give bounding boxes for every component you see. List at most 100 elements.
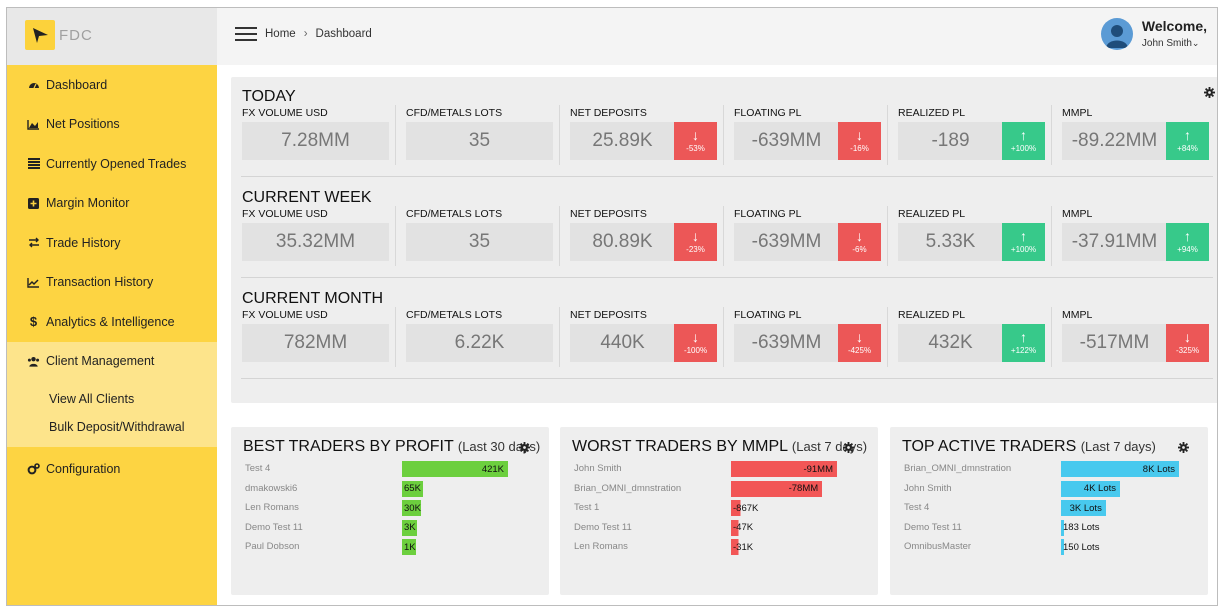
sidebar-item-label: Client Management: [46, 354, 155, 369]
trader-row[interactable]: Demo Test 11 183 Lots: [890, 519, 1208, 539]
stat-value: 35: [406, 223, 553, 261]
column-divider: [887, 206, 888, 266]
sidebar-item-trade-history[interactable]: Trade History: [7, 223, 217, 263]
user-menu[interactable]: Welcome, John Smith⌄: [1142, 18, 1207, 49]
arrow-down-icon: ↓: [692, 329, 699, 345]
trader-bar: 150 Lots: [1061, 539, 1101, 555]
hamburger-menu-icon[interactable]: [235, 27, 257, 43]
avatar[interactable]: [1101, 18, 1133, 50]
trader-row[interactable]: John Smith 4K Lots: [890, 480, 1208, 500]
section-title: CURRENT MONTH: [242, 290, 384, 307]
change-percent: -16%: [850, 144, 869, 153]
sidebar-item-configuration[interactable]: Configuration: [7, 449, 217, 489]
sidebar-item-label: Transaction History: [46, 275, 154, 290]
trader-row[interactable]: Len Romans 30K: [231, 499, 549, 519]
trader-value: -78MM: [788, 483, 819, 494]
stat-label: REALIZED PL: [898, 208, 966, 220]
column-divider: [395, 206, 396, 266]
dollar-icon: $: [29, 314, 38, 330]
breadcrumb-home[interactable]: Home: [265, 28, 296, 40]
stat-value: 35.32MM: [242, 223, 389, 261]
column-divider: [1051, 105, 1052, 165]
change-percent: -23%: [686, 245, 705, 254]
card-settings-gear-icon[interactable]: [519, 440, 530, 458]
trader-value: -91MM: [803, 463, 833, 475]
change-percent: +100%: [1010, 245, 1037, 254]
trader-value: 3K: [404, 522, 416, 533]
trader-name: Demo Test 11: [904, 521, 962, 533]
logo-area[interactable]: FDC: [7, 8, 217, 65]
stat-label: MMPL: [1062, 107, 1093, 119]
stat-fx-volume: FX VOLUME USD 782MM: [231, 279, 395, 379]
trader-row[interactable]: Test 1 -867K: [560, 499, 878, 519]
trader-name: dmakowski6: [245, 482, 298, 494]
trader-row[interactable]: Paul Dobson 1K: [231, 538, 549, 558]
change-badge: ↓ -6%: [838, 223, 881, 261]
trader-bar: -47K: [731, 519, 771, 536]
trader-bar: 4K Lots: [1061, 480, 1120, 497]
stat-mmpl: MMPL -37.91MM ↑ +94%: [1051, 178, 1215, 278]
trader-row[interactable]: John Smith -91MM: [560, 460, 878, 480]
change-percent: -325%: [1175, 346, 1200, 355]
sidebar-item-dashboard[interactable]: Dashboard: [7, 65, 217, 105]
stat-label: CFD/METALS LOTS: [406, 107, 503, 119]
trader-row[interactable]: Brian_OMNI_dmnstration -78MM: [560, 480, 878, 500]
trader-row[interactable]: OmnibusMaster 150 Lots: [890, 538, 1208, 558]
stat-label: NET DEPOSITS: [570, 309, 647, 321]
sidebar-item-label: Net Positions: [46, 117, 120, 132]
line-chart-icon: [27, 276, 40, 289]
traders-card: TOP ACTIVE TRADERS (Last 7 days) Brian_OM…: [890, 427, 1208, 595]
column-divider: [559, 206, 560, 266]
stat-label: FLOATING PL: [734, 208, 802, 220]
card-title: TOP ACTIVE TRADERS (Last 7 days): [902, 438, 1156, 456]
stats-section: CURRENT MONTH FX VOLUME USD 782MM CFD/METAL…: [231, 279, 1217, 379]
trader-name: Demo Test 11: [245, 521, 303, 533]
trader-name: Brian_OMNI_dmnstration: [904, 463, 1012, 474]
stat-value: 6.22K: [406, 324, 553, 362]
trader-bar: 3K: [402, 519, 442, 536]
card-settings-gear-icon[interactable]: [1178, 440, 1189, 458]
trader-row[interactable]: Brian_OMNI_dmnstration 8K Lots: [890, 460, 1208, 480]
column-divider: [559, 105, 560, 165]
trader-bar: 183 Lots: [1061, 519, 1101, 536]
sidebar-item-client-management[interactable]: Client Management: [7, 341, 217, 381]
stat-net-deposits: NET DEPOSITS 80.89K ↓ -23%: [559, 178, 723, 278]
arrow-down-icon: ↓: [1184, 329, 1191, 345]
arrow-up-icon: ↑: [1020, 127, 1027, 143]
sidebar-subitem-bulk-deposit[interactable]: Bulk Deposit/Withdrawal: [49, 420, 185, 434]
sidebar-item-margin-monitor[interactable]: Margin Monitor: [7, 184, 217, 224]
stat-value: 35: [406, 122, 553, 160]
change-badge: ↑ +122%: [1002, 324, 1045, 362]
sidebar-item-analytics[interactable]: $ Analytics & Intelligence: [7, 302, 217, 342]
sidebar-item-net-positions[interactable]: Net Positions: [7, 105, 217, 145]
settings-gear-icon[interactable]: [1204, 85, 1215, 103]
trader-name: Test 4: [904, 502, 930, 513]
trader-name: Test 4: [245, 463, 271, 474]
trader-value: 4K Lots: [1083, 483, 1116, 494]
card-settings-gear-icon[interactable]: [843, 440, 854, 458]
stat-mmpl: MMPL -517MM ↓ -325%: [1051, 279, 1215, 379]
trader-row[interactable]: Demo Test 11 3K: [231, 519, 549, 539]
trader-name: Test 1: [574, 502, 600, 513]
sidebar-item-label: Configuration: [46, 461, 121, 476]
trader-value: 183 Lots: [1063, 522, 1100, 533]
stat-value: -189: [898, 122, 1003, 160]
trader-row[interactable]: Len Romans -31K: [560, 538, 878, 558]
sidebar-subitem-view-all-clients[interactable]: View All Clients: [49, 392, 135, 406]
stat-value: 440K: [570, 324, 675, 362]
trader-value: 8K Lots: [1142, 463, 1175, 475]
trader-bar: 65K: [402, 480, 442, 497]
top-bar: Home › Dashboard Welcome, John Smith⌄: [217, 8, 1217, 65]
arrow-down-icon: ↓: [856, 329, 863, 345]
sidebar-item-transaction-history[interactable]: Transaction History: [7, 263, 217, 303]
column-divider: [395, 307, 396, 367]
trader-row[interactable]: Demo Test 11 -47K: [560, 519, 878, 539]
stat-value: -639MM: [734, 324, 839, 362]
arrow-up-icon: ↑: [1020, 228, 1027, 244]
stat-value: -89.22MM: [1062, 122, 1167, 160]
trader-row[interactable]: Test 4 421K: [231, 460, 549, 480]
stat-label: FX VOLUME USD: [242, 309, 328, 321]
trader-row[interactable]: dmakowski6 65K: [231, 480, 549, 500]
sidebar-item-opened-trades[interactable]: Currently Opened Trades: [7, 144, 217, 184]
trader-row[interactable]: Test 4 3K Lots: [890, 499, 1208, 519]
